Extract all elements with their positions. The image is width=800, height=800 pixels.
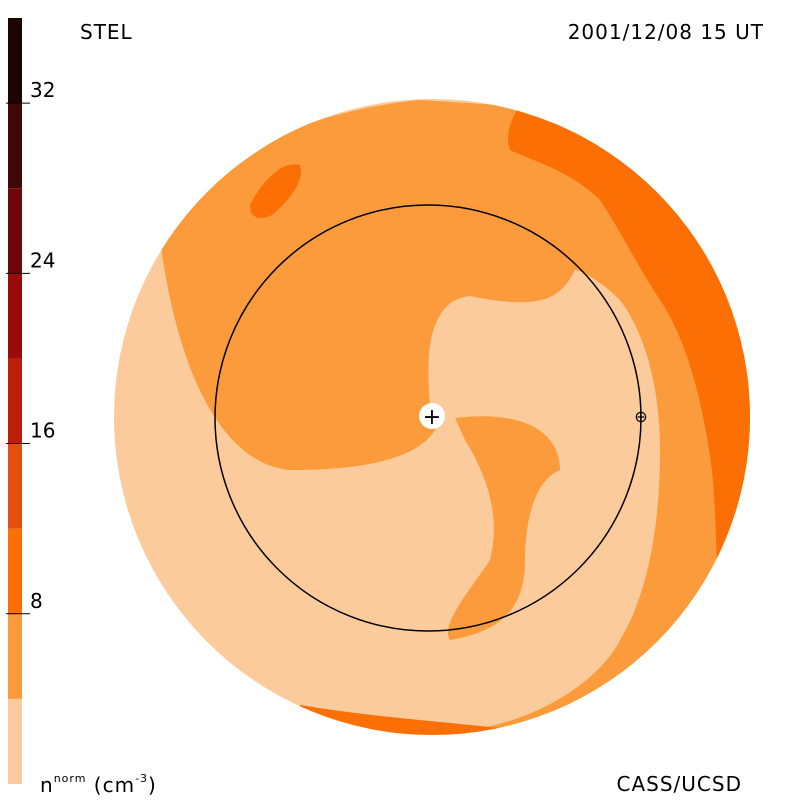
density-region-medium xyxy=(160,100,750,735)
source-label: STEL xyxy=(80,20,133,44)
unit-close: ) xyxy=(148,773,157,797)
colorbar-band-4 xyxy=(8,358,22,444)
colorbar-tick-label-0: 8 xyxy=(30,589,43,613)
sun-marker-disc xyxy=(419,403,445,429)
colorbar-band-6 xyxy=(8,188,22,274)
density-region-high-spot xyxy=(250,164,301,218)
unit-exponent: -3 xyxy=(135,772,149,785)
colorbar-unit-label: nnorm (cm-3) xyxy=(40,772,157,797)
density-region-high-rim xyxy=(300,705,520,735)
colorbar-band-7 xyxy=(8,103,22,189)
colorbar-band-3 xyxy=(8,443,22,529)
colorbar-tick-label-1: 16 xyxy=(30,419,55,443)
sun-marker-icon: + xyxy=(423,405,441,430)
orbit-circle xyxy=(214,204,642,632)
earth-marker-icon: ⊕ xyxy=(634,407,647,426)
colorbar-band-8 xyxy=(8,18,22,104)
density-region-high xyxy=(508,106,750,720)
credit-label: CASS/UCSD xyxy=(616,772,742,796)
colorbar-band-0 xyxy=(8,698,22,784)
colorbar-band-1 xyxy=(8,613,22,699)
colorbar-band-2 xyxy=(8,528,22,614)
colorbar-tick-label-2: 24 xyxy=(30,248,55,272)
colorbar-tick-label-3: 32 xyxy=(30,78,55,102)
unit-superscript: norm xyxy=(53,772,87,785)
unit-rest: (cm xyxy=(93,773,136,797)
unit-symbol: n xyxy=(40,773,54,797)
density-region-medium-arm xyxy=(448,416,560,640)
colorbar-band-5 xyxy=(8,273,22,359)
timestamp-label: 2001/12/08 15 UT xyxy=(567,20,764,44)
